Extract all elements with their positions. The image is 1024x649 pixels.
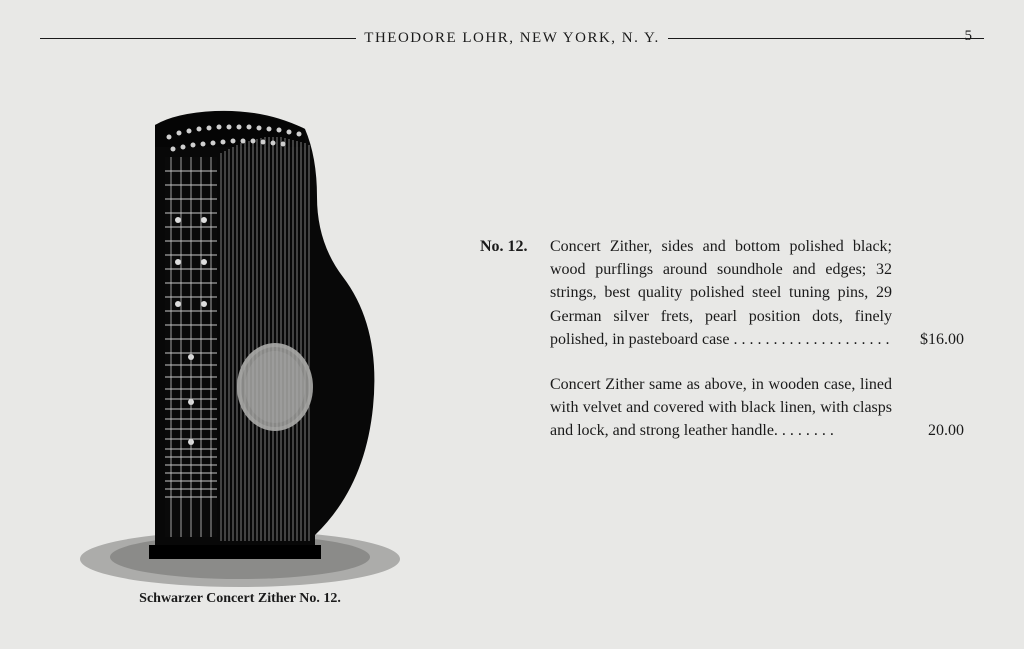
entry-price: $16.00 bbox=[904, 328, 964, 351]
page-header: THEODORE LOHR, NEW YORK, N. Y. bbox=[40, 30, 984, 47]
catalog-entry: No. 12. Concert Zither, sides and bottom… bbox=[480, 235, 964, 351]
page-number: 5 bbox=[965, 28, 973, 45]
rule-right bbox=[668, 38, 984, 39]
entry-body: Concert Zither same as above, in wooden … bbox=[550, 373, 904, 443]
figure-column: Schwarzer Concert Zither No. 12. bbox=[60, 87, 420, 607]
rule-left bbox=[40, 38, 356, 39]
entry-price: 20.00 bbox=[904, 419, 964, 442]
entry-label: No. 12. bbox=[480, 235, 550, 351]
text-column: No. 12. Concert Zither, sides and bottom… bbox=[480, 87, 984, 607]
figure-caption: Schwarzer Concert Zither No. 12. bbox=[60, 591, 420, 607]
entry-body: Concert Zither, sides and bottom polishe… bbox=[550, 235, 904, 351]
content-area: Schwarzer Concert Zither No. 12. No. 12.… bbox=[40, 77, 984, 607]
zither-illustration bbox=[65, 87, 415, 587]
header-title: THEODORE LOHR, NEW YORK, N. Y. bbox=[356, 30, 667, 47]
catalog-entry: Concert Zither same as above, in wooden … bbox=[480, 373, 964, 443]
